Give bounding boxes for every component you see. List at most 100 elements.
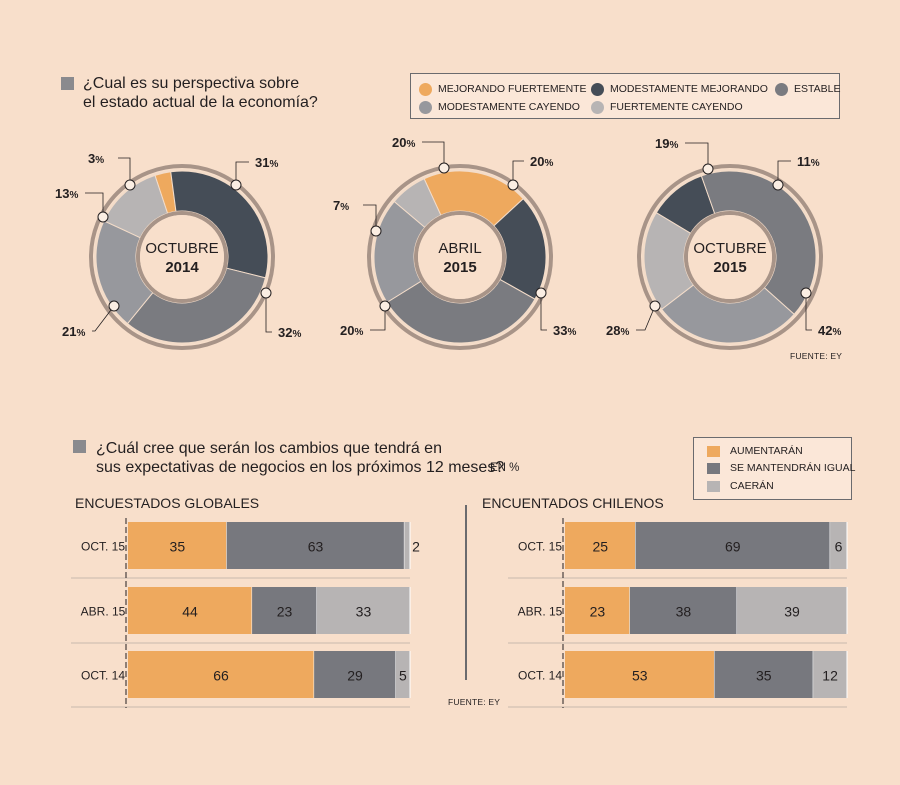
question-1-line-1: ¿Cual es su perspectiva sobre: [83, 75, 300, 92]
bar-value-label: 29: [347, 668, 363, 684]
legend-item-mejorando-fuertemente: MEJORANDO FUERTEMENTE: [419, 82, 587, 96]
leader-line: [370, 306, 386, 331]
donut-center-label: OCTUBRE: [145, 240, 218, 257]
legend-item-estable: ESTABLE: [775, 82, 841, 96]
slice-unit: %: [406, 139, 415, 150]
slice-unit: %: [76, 328, 85, 339]
legend-dot-estable-icon: [775, 82, 788, 96]
global-title: ENCUESTADOS GLOBALES: [75, 495, 260, 511]
slice-value-label: 7%: [333, 198, 349, 213]
slice-value-label: 21%: [62, 324, 85, 339]
legend-label: FUERTEMENTE CAYENDO: [610, 101, 743, 113]
bar-segment-se-mantendran: [226, 522, 405, 569]
slice-unit: %: [567, 327, 576, 338]
bar-category-label: OCT. 15: [81, 540, 125, 554]
donut-center: [418, 215, 502, 299]
chile-title: ENCUENTADOS CHILENOS: [482, 495, 664, 511]
bar-source: FUENTE: EY: [448, 697, 501, 707]
bar-segment-caeran: [395, 651, 410, 698]
legend-item-modestamente-cayendo: MODESTAMENTE CAYENDO: [419, 100, 580, 114]
donut-inner-ring: [136, 211, 228, 303]
question-2-line-2: sus expectativas de negocios en los próx…: [96, 459, 505, 476]
slice-unit: %: [832, 327, 841, 338]
leader-line: [118, 157, 131, 185]
slice-unit: %: [95, 155, 104, 166]
leader-line: [636, 305, 656, 331]
bar-segment-aumentaran: [128, 587, 253, 634]
bar-segment-aumentaran: [565, 651, 715, 698]
donut-outer-ring: [637, 164, 823, 350]
leader-dot-icon: [702, 163, 714, 175]
leader-line: [805, 293, 812, 331]
bar-value-label: 12: [822, 668, 838, 684]
legend-item-caeran: CAERÁN: [707, 479, 774, 493]
legend-label: MEJORANDO FUERTEMENTE: [438, 83, 587, 95]
slice-value-label: 33%: [553, 323, 576, 338]
leader-line: [92, 305, 115, 332]
donut-center-label: ABRIL: [438, 240, 481, 257]
question-1-text: ¿Cual es su perspectiva sobre el estado …: [83, 74, 318, 112]
bar-category-label: ABR. 15: [518, 605, 563, 619]
bar-value-label: 5: [399, 668, 407, 684]
bar-value-label: 66: [213, 668, 229, 684]
leader-dot-icon: [97, 211, 109, 223]
bar-value-label: 23: [277, 604, 293, 620]
donut-center-year: 2015: [713, 259, 746, 276]
leader-line: [512, 160, 524, 185]
legend-label: SE MANTENDRÁN IGUAL: [730, 462, 856, 474]
donut-center-year: 2014: [165, 259, 199, 276]
bar-segment-aumentaran: [565, 522, 636, 569]
bar-value-label: 44: [182, 604, 198, 620]
bar-value-label: 25: [592, 539, 608, 555]
leader-dot-icon: [438, 162, 450, 174]
legend-label: CAERÁN: [730, 480, 774, 492]
donut-inner-ring: [414, 211, 506, 303]
bar-category-label: OCT. 14: [518, 669, 562, 683]
leader-dot-icon: [370, 225, 382, 237]
legend-swatch-caeran-icon: [707, 480, 720, 492]
bar-category-label: OCT. 15: [518, 540, 562, 554]
leader-dot-icon: [108, 300, 120, 312]
slice-unit: %: [69, 190, 78, 201]
leader-line: [363, 204, 377, 231]
donut-center-year: 2015: [443, 259, 476, 276]
leader-dot-icon: [379, 300, 391, 312]
leader-dot-icon: [800, 287, 812, 299]
legend-dot-modestamente-cayendo-icon: [419, 100, 432, 114]
legend-item-modestamente-mejorando: MODESTAMENTE MEJORANDO: [591, 82, 768, 96]
leader-dot-icon: [649, 300, 661, 312]
bar-category-label: ABR. 15: [81, 605, 126, 619]
leader-dot-icon: [230, 179, 242, 191]
donut-center-label: OCTUBRE: [693, 240, 766, 257]
bar-value-label: 35: [756, 668, 772, 684]
bar-segment-aumentaran: [128, 651, 315, 698]
pie-legend: MEJORANDO FUERTEMENTE MODESTAMENTE MEJOR…: [410, 73, 841, 119]
slice-value-label: 13%: [55, 186, 78, 201]
bar-legend: AUMENTARÁN SE MANTENDRÁN IGUAL CAERÁN: [693, 437, 856, 500]
bar-segment-se-mantendran: [714, 651, 814, 698]
leader-line: [85, 192, 104, 217]
legend-swatch-aumentaran-icon: [707, 445, 720, 457]
bar-value-label: 33: [356, 604, 372, 620]
bar-value-label: 23: [590, 604, 606, 620]
legend-label: MODESTAMENTE MEJORANDO: [610, 83, 768, 95]
legend-label: AUMENTARÁN: [730, 445, 803, 457]
slice-value-label: 20%: [530, 154, 553, 169]
bar-value-label: 38: [676, 604, 692, 620]
slice-unit: %: [354, 327, 363, 338]
slice-unit: %: [811, 158, 820, 169]
bar-value-label: 2: [412, 539, 420, 555]
legend-label: ESTABLE: [794, 83, 841, 95]
legend-dot-modestamente-mejorando-icon: [591, 82, 604, 96]
leader-dot-icon: [260, 287, 272, 299]
leader-line: [777, 160, 791, 185]
slice-value-label: 28%: [606, 323, 629, 338]
legend-swatch-se-mantendran-icon: [707, 462, 720, 474]
leader-dot-icon: [535, 287, 547, 299]
bar-value-label: 35: [170, 539, 186, 555]
question-1-line-2: el estado actual de la economía?: [83, 94, 318, 111]
slice-unit: %: [620, 327, 629, 338]
slice-unit: %: [269, 159, 278, 170]
question-2-line-1: ¿Cuál cree que serán los cambios que ten…: [96, 440, 442, 457]
